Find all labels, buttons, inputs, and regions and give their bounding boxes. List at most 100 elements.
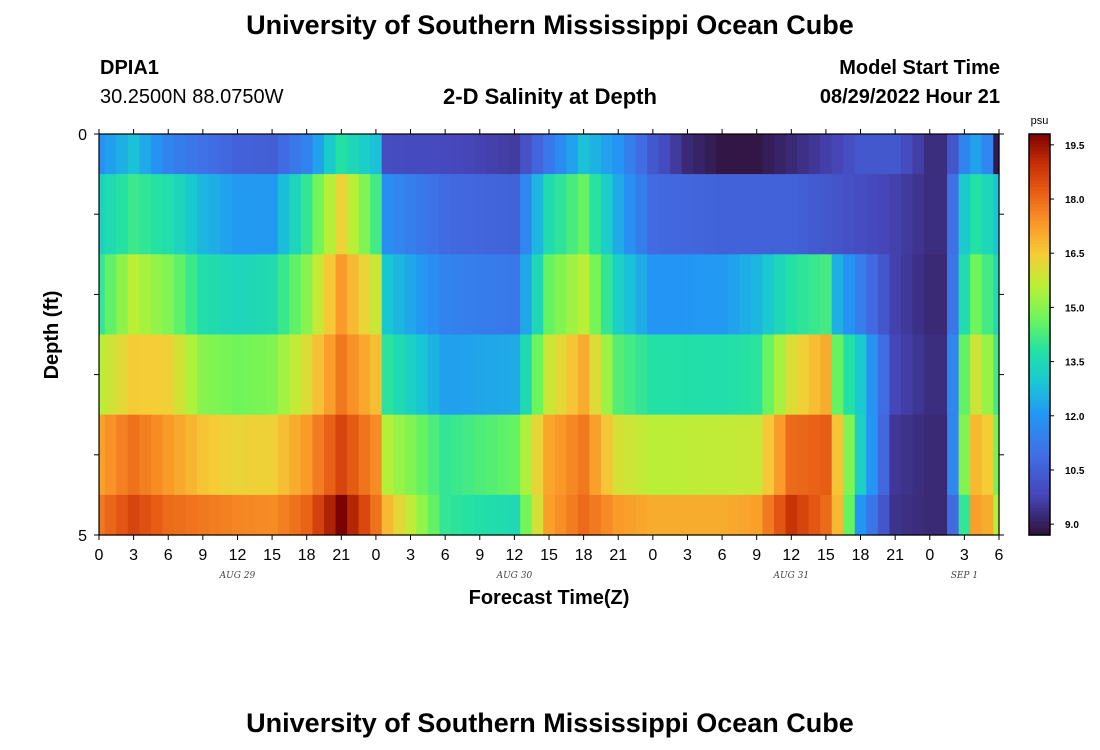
heatmap-cell — [370, 174, 383, 255]
heatmap-cell — [197, 334, 210, 416]
colorbar-segment — [1029, 347, 1050, 352]
colorbar-segment — [1029, 167, 1050, 172]
heatmap-cell — [912, 334, 925, 416]
heatmap-cell — [739, 134, 752, 175]
colorbar-segment — [1029, 377, 1050, 382]
heatmap-cell — [935, 494, 948, 536]
colorbar-segment — [1029, 160, 1050, 165]
heatmap-cell — [727, 414, 740, 496]
heatmap-cell — [185, 414, 198, 496]
heatmap-cell — [958, 414, 971, 496]
heatmap-cell — [358, 254, 371, 336]
heatmap-cell — [877, 134, 890, 175]
heatmap-cell — [554, 414, 567, 496]
heatmap-cell — [658, 494, 671, 536]
heatmap-cell — [947, 254, 960, 336]
heatmap-cell — [577, 334, 590, 416]
heatmap-cell — [208, 174, 221, 255]
colorbar-segment — [1029, 174, 1050, 179]
heatmap-cell — [277, 414, 290, 496]
heatmap-cell — [416, 174, 429, 255]
heatmap-cell — [785, 334, 798, 416]
heatmap-cell — [127, 414, 140, 496]
heatmap-cell — [185, 134, 198, 175]
heatmap-cell — [474, 334, 487, 416]
x-tick-label: 3 — [129, 547, 138, 564]
heatmap-cell — [889, 174, 902, 255]
heatmap-cell — [797, 254, 810, 336]
colorbar-segment — [1029, 287, 1050, 292]
colorbar-segment — [1029, 401, 1050, 406]
heatmap-cell — [543, 254, 556, 336]
colorbar-segment — [1029, 434, 1050, 439]
heatmap-cell — [393, 134, 406, 175]
heatmap-cell — [150, 174, 164, 255]
heatmap-cell — [589, 254, 602, 336]
heatmap-cell — [197, 134, 210, 175]
heatmap-cell — [266, 494, 279, 536]
colorbar-segment — [1029, 177, 1050, 182]
heatmap-cell — [185, 334, 198, 416]
colorbar-segment — [1029, 344, 1050, 349]
heatmap-cell — [243, 254, 256, 336]
colorbar-segment — [1029, 304, 1050, 309]
x-tick-label: 3 — [406, 547, 415, 564]
heatmap-cell — [762, 334, 775, 416]
heatmap-cell — [589, 174, 602, 255]
heatmap-cell — [750, 334, 764, 416]
x-tick-label: 9 — [198, 547, 207, 564]
heatmap-cell — [647, 254, 660, 336]
heatmap-cell — [993, 494, 1000, 536]
heatmap-cell — [612, 134, 625, 175]
heatmap-cell — [727, 134, 740, 175]
date-labels: AUG 29 AUG 30 AUG 31 SEP 1 — [219, 571, 978, 581]
heatmap-cell — [877, 254, 890, 336]
heatmap-cell — [174, 494, 187, 536]
heatmap-cell — [462, 254, 475, 336]
colorbar-segment — [1029, 471, 1050, 476]
heatmap-cell — [220, 414, 233, 496]
heatmap-cell — [762, 414, 775, 496]
heatmap-cell — [624, 414, 637, 496]
heatmap-cell — [277, 254, 290, 336]
heatmap-cell — [104, 254, 117, 336]
heatmap-cell — [208, 494, 221, 536]
colorbar-segment — [1029, 451, 1050, 456]
heatmap-cell — [462, 134, 475, 175]
heatmap-cell — [808, 134, 821, 175]
colorbar-segment — [1029, 474, 1050, 479]
colorbar-segment — [1029, 334, 1050, 339]
heatmap-cell — [947, 334, 960, 416]
heatmap-cell — [185, 494, 198, 536]
heatmap-cell — [750, 494, 764, 536]
heatmap-cell — [727, 254, 740, 336]
heatmap-cell — [300, 414, 314, 496]
colorbar-segment — [1029, 488, 1050, 493]
heatmap-cell — [208, 334, 221, 416]
heatmap-cell — [254, 174, 267, 255]
heatmap-cell — [358, 134, 371, 175]
heatmap-cell — [808, 494, 821, 536]
heatmap-cell — [474, 174, 487, 255]
heatmap-cell — [427, 134, 440, 175]
heatmap-cell — [358, 414, 371, 496]
heatmap-cell — [520, 494, 533, 536]
heatmap-cell — [866, 414, 879, 496]
heatmap-cell — [485, 254, 498, 336]
y-tick-label: 0 — [78, 127, 87, 144]
footer-title: University of Southern Mississippi Ocean… — [246, 708, 854, 738]
heatmap-cell — [485, 334, 498, 416]
colorbar-segment — [1029, 464, 1050, 469]
heatmap-cell — [924, 494, 937, 536]
heatmap-cell — [116, 254, 129, 336]
colorbar-segment — [1029, 531, 1050, 536]
heatmap-cell — [324, 494, 337, 536]
heatmap-cell — [924, 334, 937, 416]
heatmap-cell — [739, 254, 752, 336]
heatmap-cell — [266, 134, 279, 175]
heatmap-cell — [347, 254, 360, 336]
heatmap-cell — [450, 334, 464, 416]
heatmap-cell — [197, 254, 210, 336]
heatmap-cell — [462, 414, 475, 496]
